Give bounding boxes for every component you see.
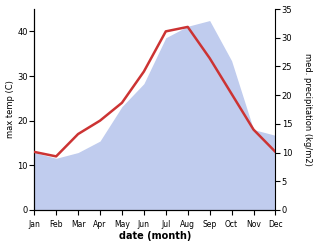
X-axis label: date (month): date (month) (119, 231, 191, 242)
Y-axis label: med. precipitation (kg/m2): med. precipitation (kg/m2) (303, 53, 313, 166)
Y-axis label: max temp (C): max temp (C) (5, 81, 15, 138)
